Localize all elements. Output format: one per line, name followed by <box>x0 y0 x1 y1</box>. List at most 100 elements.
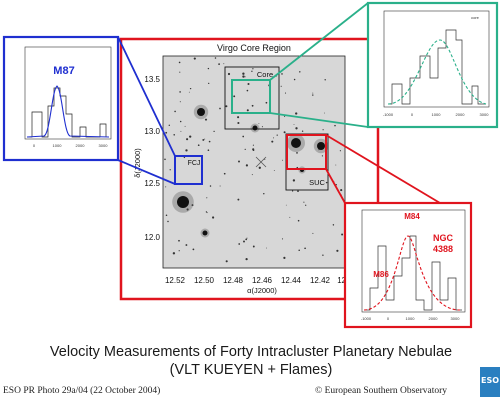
star <box>339 150 341 152</box>
star <box>242 72 245 75</box>
red-outer-frame <box>119 37 380 301</box>
core-x-tick-3: 2000 <box>456 112 466 117</box>
suc-label-m84: M84 <box>404 212 420 221</box>
star <box>261 126 263 128</box>
star <box>265 101 268 104</box>
green-connector-bottom <box>269 112 369 128</box>
copyright: © European Southern Observatory <box>315 386 448 396</box>
star <box>252 245 255 248</box>
suc-histogram <box>364 235 462 311</box>
star <box>165 214 168 217</box>
star <box>168 124 170 126</box>
star <box>178 239 180 242</box>
star <box>191 204 194 207</box>
star <box>213 130 215 133</box>
caption-line-1: Velocity Measurements of Forty Intraclus… <box>49 344 453 360</box>
star <box>247 82 250 86</box>
star <box>324 79 326 81</box>
m87-gaussian-fit <box>26 85 110 138</box>
star <box>284 92 287 94</box>
galaxy <box>291 138 301 148</box>
star <box>237 198 240 201</box>
star <box>243 240 245 243</box>
star-field <box>164 57 344 263</box>
star <box>214 57 217 59</box>
core-inset-label: core <box>471 15 480 20</box>
star <box>251 104 254 107</box>
star <box>233 95 236 98</box>
star <box>271 140 274 143</box>
star <box>246 237 248 239</box>
star <box>246 109 249 112</box>
star <box>251 70 253 72</box>
star <box>189 135 192 138</box>
m87-label: M87 <box>53 65 74 77</box>
star <box>322 254 324 256</box>
star <box>297 190 299 193</box>
m87-x-tick-2: 2000 <box>76 143 86 148</box>
core-x-tick-4: 3000 <box>480 112 490 117</box>
red-connector-bottom <box>325 168 346 204</box>
star <box>202 138 205 141</box>
star <box>227 72 231 76</box>
core-plot-axes <box>383 10 490 108</box>
suc-plot-axes <box>361 209 466 313</box>
star <box>225 260 228 263</box>
star <box>325 181 328 184</box>
y-axis-label: δ(J2000) <box>133 148 142 178</box>
star <box>173 134 175 136</box>
fcj-field-label: FCJ <box>188 160 201 167</box>
star <box>312 92 314 94</box>
star <box>207 67 210 70</box>
suc-label-ngc-2: 4388 <box>433 244 453 254</box>
star <box>284 115 286 117</box>
star <box>197 144 200 147</box>
star <box>204 138 206 140</box>
star <box>208 82 210 85</box>
star <box>251 174 253 176</box>
star <box>167 220 169 223</box>
galaxy <box>317 142 325 150</box>
star <box>318 149 320 151</box>
suc-field-red-box <box>286 134 327 170</box>
star <box>273 137 275 139</box>
m87-inset: M87 0 1000 2000 3000 <box>2 35 120 162</box>
star <box>185 244 188 246</box>
star <box>298 249 300 252</box>
suc-x-tick-0: -1000 <box>361 316 372 321</box>
star <box>179 91 181 93</box>
star <box>165 186 167 188</box>
x-tick-5: 12.44 <box>281 276 302 285</box>
star <box>258 166 261 169</box>
star <box>292 179 296 182</box>
suc-label-m86: M86 <box>373 270 389 279</box>
m87-x-tick-1: 1000 <box>53 143 63 148</box>
star <box>225 105 228 108</box>
red-connector-top <box>325 134 441 204</box>
star <box>193 57 196 60</box>
suc-x-tick-4: 3000 <box>451 316 461 321</box>
m87-plot-axes <box>24 46 112 140</box>
star <box>204 118 208 121</box>
star <box>276 134 278 136</box>
star <box>283 256 286 259</box>
sky-background <box>162 55 346 269</box>
star <box>280 85 282 87</box>
y-tick-12-5: 12.5 <box>144 179 160 188</box>
caption-line-2: (VLT KUEYEN + Flames) <box>169 362 333 378</box>
star <box>340 189 343 192</box>
eso-logo-text: ESO <box>480 376 500 385</box>
star <box>242 75 245 78</box>
blue-connector-bottom <box>117 159 176 185</box>
star <box>324 112 325 114</box>
y-tick-13-0: 13.0 <box>144 127 160 136</box>
star <box>252 144 254 146</box>
caption: Velocity Measurements of Forty Intraclus… <box>0 343 502 379</box>
galaxy <box>202 230 208 236</box>
star <box>237 121 240 125</box>
suc-label-ngc-1: NGC <box>433 233 454 243</box>
galaxy <box>252 125 258 131</box>
star <box>164 158 166 161</box>
galaxy <box>177 196 189 208</box>
